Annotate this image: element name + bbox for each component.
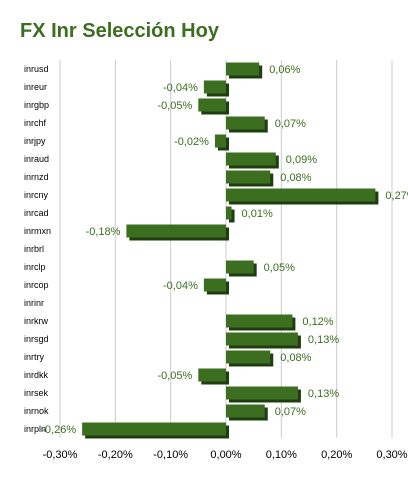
data-label: 0,05% bbox=[264, 262, 295, 274]
bar bbox=[82, 422, 226, 436]
bar bbox=[198, 368, 226, 382]
category-label: inrclp bbox=[24, 262, 46, 272]
data-label: -0,04% bbox=[163, 280, 198, 292]
bar bbox=[226, 404, 265, 418]
bar bbox=[226, 386, 298, 400]
data-label: 0,13% bbox=[308, 388, 339, 400]
bar bbox=[226, 260, 254, 274]
bar bbox=[226, 188, 376, 202]
data-label: -0,26% bbox=[41, 424, 76, 436]
category-label: inrkrw bbox=[24, 316, 48, 326]
bar bbox=[226, 314, 293, 328]
data-label: 0,08% bbox=[280, 172, 311, 184]
bar bbox=[126, 224, 226, 238]
x-tick-label: -0,30% bbox=[43, 449, 78, 461]
x-tick-label: 0,30% bbox=[376, 449, 407, 461]
bar bbox=[226, 116, 265, 130]
category-label: inrsek bbox=[24, 388, 49, 398]
data-label: -0,05% bbox=[157, 100, 192, 112]
category-label: inrnzd bbox=[24, 172, 49, 182]
category-label: inraud bbox=[24, 154, 49, 164]
data-label: -0,05% bbox=[157, 370, 192, 382]
data-label: -0,04% bbox=[163, 82, 198, 94]
chart-title: FX Inr Selección Hoy bbox=[20, 20, 219, 42]
bar bbox=[226, 62, 260, 76]
data-label: -0,18% bbox=[86, 226, 121, 238]
data-label: 0,09% bbox=[286, 154, 317, 166]
bar bbox=[203, 278, 226, 292]
x-tick-label: -0,10% bbox=[153, 449, 188, 461]
category-label: inrmxn bbox=[24, 226, 51, 236]
x-tick-label: -0,20% bbox=[98, 449, 133, 461]
category-label: inrgbp bbox=[24, 100, 49, 110]
category-label: inrpln bbox=[24, 424, 46, 434]
data-label: 0,07% bbox=[275, 406, 306, 418]
x-tick-label: 0,00% bbox=[210, 449, 241, 461]
data-label: 0,07% bbox=[275, 118, 306, 130]
bar bbox=[226, 170, 271, 184]
category-label: inreur bbox=[24, 82, 47, 92]
category-label: inrusd bbox=[24, 64, 49, 74]
category-label: inrdkk bbox=[24, 370, 49, 380]
data-label: 0,12% bbox=[302, 316, 333, 328]
x-tick-label: 0,20% bbox=[321, 449, 352, 461]
data-label: 0,06% bbox=[269, 64, 300, 76]
category-label: inrcop bbox=[24, 280, 49, 290]
data-label: 0,08% bbox=[280, 352, 311, 364]
bar bbox=[198, 98, 226, 112]
category-label: inrinr bbox=[24, 298, 44, 308]
category-label: inrcny bbox=[24, 190, 49, 200]
bar-shadow bbox=[229, 209, 235, 223]
category-label: inrsgd bbox=[24, 334, 49, 344]
category-label: inrjpy bbox=[24, 136, 46, 146]
category-label: inrnok bbox=[24, 406, 49, 416]
data-label: 0,01% bbox=[242, 208, 273, 220]
bar bbox=[226, 152, 276, 166]
bar bbox=[214, 134, 226, 148]
category-label: inrcad bbox=[24, 208, 49, 218]
bar bbox=[226, 350, 271, 364]
category-label: inrbrl bbox=[24, 244, 44, 254]
data-label: -0,02% bbox=[174, 136, 209, 148]
bar bbox=[226, 206, 232, 220]
data-label: 0,27% bbox=[385, 190, 408, 202]
bar bbox=[226, 332, 298, 346]
bar bbox=[203, 80, 226, 94]
category-label: inrtry bbox=[24, 352, 44, 362]
x-tick-label: 0,10% bbox=[266, 449, 297, 461]
data-label: 0,13% bbox=[308, 334, 339, 346]
category-label: inrchf bbox=[24, 118, 47, 128]
